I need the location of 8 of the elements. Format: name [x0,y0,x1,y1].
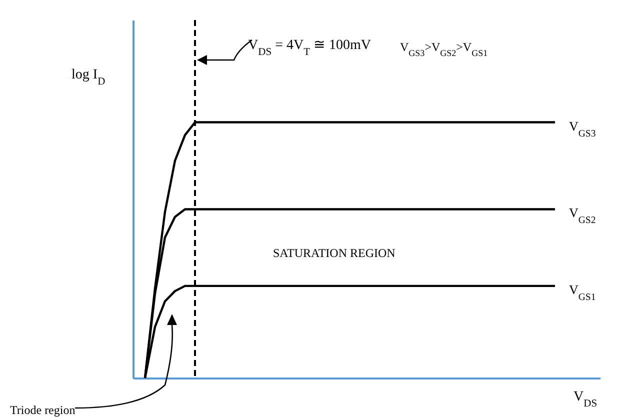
text: Triode region [10,403,76,417]
series-label: V$_{GS3}$ [569,118,596,139]
x-axis-title: V$_{DS}$ [574,390,598,409]
y-axis-title: log I$_{D}$ [72,68,106,87]
annotation: SATURATION REGION [273,246,396,260]
series-label: V$_{GS1}$ [569,282,596,302]
text: V$_{GS3}$>V$_{GS2}$>V$_{GS1}$ [400,40,488,58]
series-label: V$_{GS2}$ [569,205,596,226]
